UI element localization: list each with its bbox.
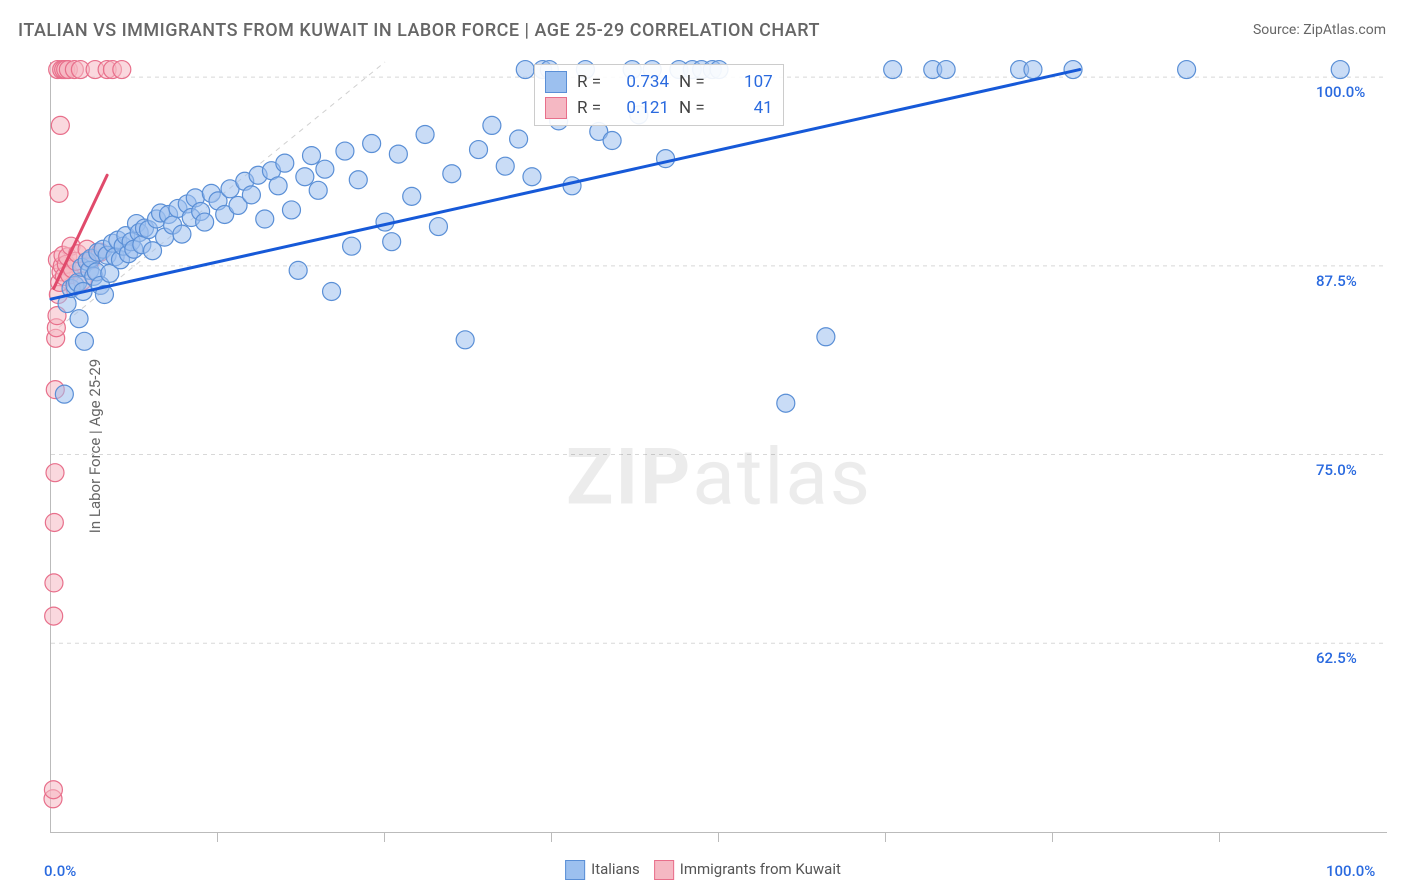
series-legend: Italians Immigrants from Kuwait [565, 860, 841, 880]
x-minor-tick [885, 832, 886, 842]
y-tick-label: 75.0% [1316, 461, 1357, 479]
source-prefix: Source: [1253, 22, 1303, 38]
x-minor-tick [217, 832, 218, 842]
corr-n-label: N = [679, 72, 705, 92]
legend-swatch-italians [565, 860, 585, 880]
corr-swatch [545, 97, 567, 119]
corr-n-value: 107 [715, 72, 773, 92]
source-link[interactable]: ZipAtlas.com [1303, 22, 1386, 38]
source-attribution: Source: ZipAtlas.com [1253, 22, 1386, 38]
x-minor-tick [551, 832, 552, 842]
correlation-row: R = 0.121 N = 41 [545, 95, 773, 121]
chart-container: ITALIAN VS IMMIGRANTS FROM KUWAIT IN LAB… [0, 0, 1406, 892]
x-minor-tick [1219, 832, 1220, 842]
legend-label-kuwait: Immigrants from Kuwait [680, 860, 841, 878]
corr-r-label: R = [577, 98, 601, 118]
corr-r-label: R = [577, 72, 601, 92]
legend-label-italians: Italians [591, 860, 640, 878]
plot-area: ZIPatlas [50, 62, 1387, 833]
x-minor-tick [384, 832, 385, 842]
legend-item-italians: Italians [565, 860, 640, 880]
corr-r-value: 0.121 [611, 98, 669, 118]
plot-svg [51, 62, 1387, 832]
chart-title: ITALIAN VS IMMIGRANTS FROM KUWAIT IN LAB… [18, 20, 820, 41]
legend-swatch-kuwait [654, 860, 674, 880]
corr-n-label: N = [679, 98, 705, 118]
correlation-row: R = 0.734 N = 107 [545, 69, 773, 95]
x-minor-tick [718, 832, 719, 842]
correlation-legend: R = 0.734 N = 107 R = 0.121 N = 41 [534, 64, 784, 126]
corr-r-value: 0.734 [611, 72, 669, 92]
x-axis-label: 100.0% [1326, 862, 1375, 880]
x-minor-tick [1052, 832, 1053, 842]
corr-swatch [545, 71, 567, 93]
x-axis-label: 0.0% [44, 862, 76, 880]
corr-n-value: 41 [715, 98, 773, 118]
y-tick-label: 62.5% [1316, 649, 1357, 667]
legend-item-kuwait: Immigrants from Kuwait [654, 860, 841, 880]
y-tick-label: 87.5% [1316, 272, 1357, 290]
y-tick-label: 100.0% [1316, 83, 1365, 101]
